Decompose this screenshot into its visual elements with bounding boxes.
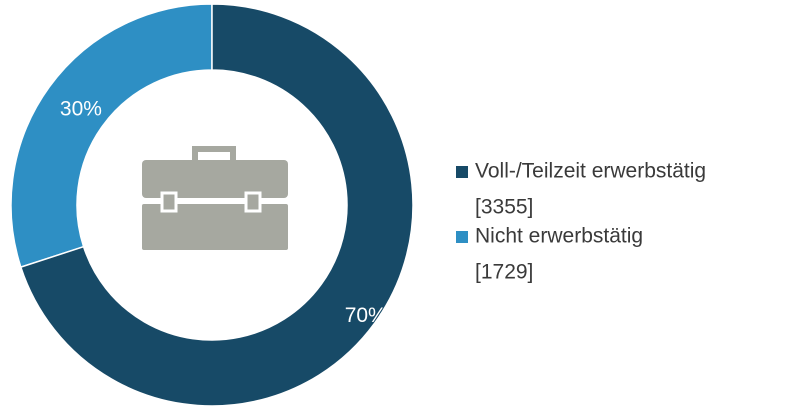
- value-label: 30%: [60, 97, 102, 120]
- legend-label: Nicht erwerbstätig: [475, 225, 643, 248]
- legend-count: [1729]: [475, 261, 533, 284]
- donut-segment: [10, 3, 213, 269]
- legend-label: Voll-/Teilzeit erwerbstätig: [475, 160, 706, 183]
- donut-segment: [19, 3, 414, 407]
- legend-count: [3355]: [475, 196, 533, 219]
- value-label: 70%: [345, 304, 387, 327]
- legend-swatch: [456, 166, 468, 178]
- briefcase-icon: [142, 146, 288, 250]
- legend-swatch: [456, 231, 468, 243]
